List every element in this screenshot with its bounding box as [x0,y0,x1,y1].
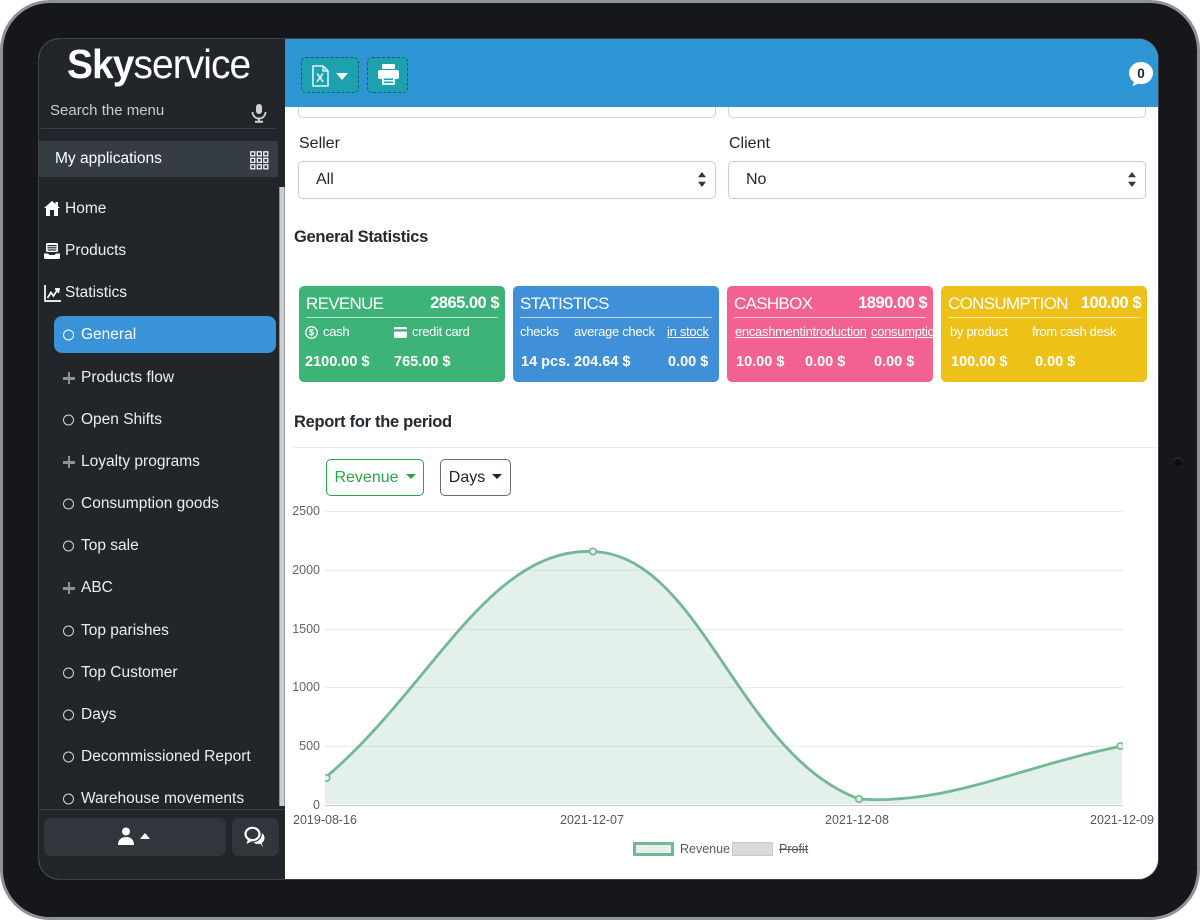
svg-text:0: 0 [1137,66,1145,81]
svg-text:$: $ [309,328,314,338]
svg-text:X: X [316,71,324,85]
